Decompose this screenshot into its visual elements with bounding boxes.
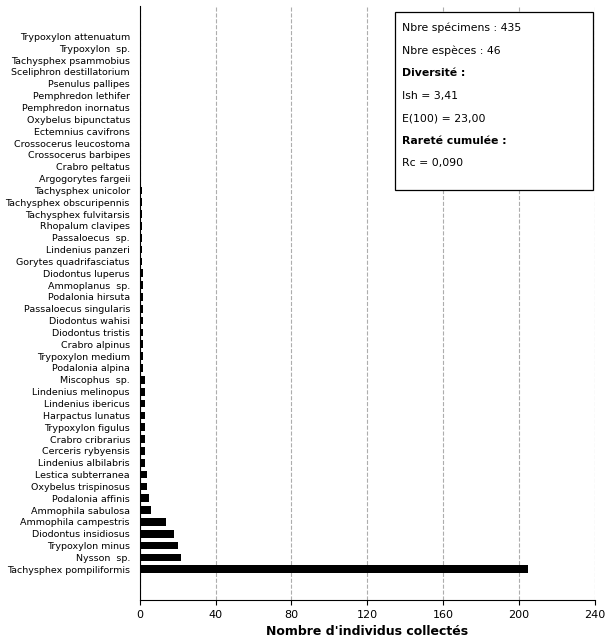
Bar: [140, 198, 142, 206]
Bar: [140, 530, 174, 538]
Bar: [140, 388, 145, 395]
Bar: [140, 554, 181, 562]
Bar: [140, 246, 142, 254]
Text: E(100) = 23,00: E(100) = 23,00: [402, 113, 486, 123]
Bar: [140, 412, 145, 419]
Text: Diversité :: Diversité :: [402, 68, 466, 78]
Bar: [140, 317, 144, 325]
Bar: [140, 352, 144, 360]
Bar: [140, 293, 144, 301]
Bar: [140, 258, 142, 265]
Bar: [140, 328, 144, 336]
Bar: [140, 341, 144, 348]
Bar: [140, 269, 144, 277]
Text: Rareté cumulée :: Rareté cumulée :: [402, 136, 507, 146]
Bar: [140, 210, 142, 218]
Bar: [140, 506, 151, 514]
Text: Nbre spécimens : 435: Nbre spécimens : 435: [402, 23, 522, 33]
Bar: [140, 364, 144, 372]
Bar: [140, 518, 166, 526]
Bar: [140, 542, 178, 549]
Bar: [140, 305, 144, 312]
Text: Ish = 3,41: Ish = 3,41: [402, 91, 458, 100]
Bar: [140, 565, 529, 573]
FancyBboxPatch shape: [395, 12, 593, 191]
Bar: [140, 281, 144, 289]
Text: Rc = 0,090: Rc = 0,090: [402, 158, 463, 168]
Bar: [140, 495, 149, 502]
Bar: [140, 234, 142, 242]
Bar: [140, 222, 142, 230]
Bar: [140, 447, 145, 455]
Bar: [140, 423, 145, 431]
Bar: [140, 482, 147, 490]
Bar: [140, 471, 147, 478]
X-axis label: Nombre d'individus collectés: Nombre d'individus collectés: [266, 625, 468, 638]
Bar: [140, 376, 145, 384]
Bar: [140, 435, 145, 443]
Bar: [140, 400, 145, 408]
Bar: [140, 187, 142, 194]
Bar: [140, 459, 145, 466]
Text: Nbre espèces : 46: Nbre espèces : 46: [402, 45, 501, 56]
